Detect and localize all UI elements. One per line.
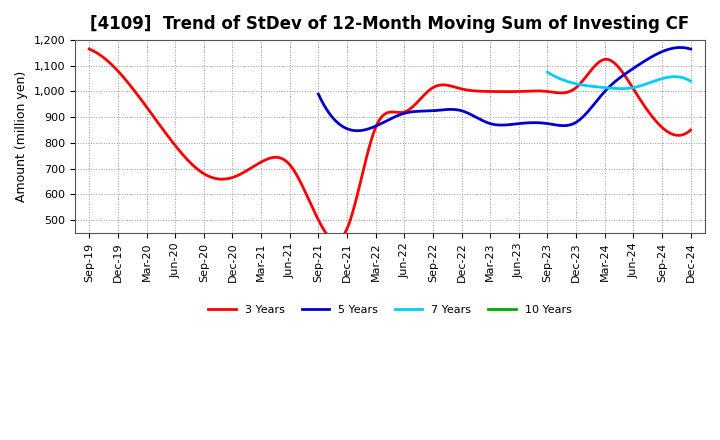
Y-axis label: Amount (million yen): Amount (million yen): [15, 71, 28, 202]
Title: [4109]  Trend of StDev of 12-Month Moving Sum of Investing CF: [4109] Trend of StDev of 12-Month Moving…: [90, 15, 690, 33]
Legend: 3 Years, 5 Years, 7 Years, 10 Years: 3 Years, 5 Years, 7 Years, 10 Years: [204, 301, 576, 319]
